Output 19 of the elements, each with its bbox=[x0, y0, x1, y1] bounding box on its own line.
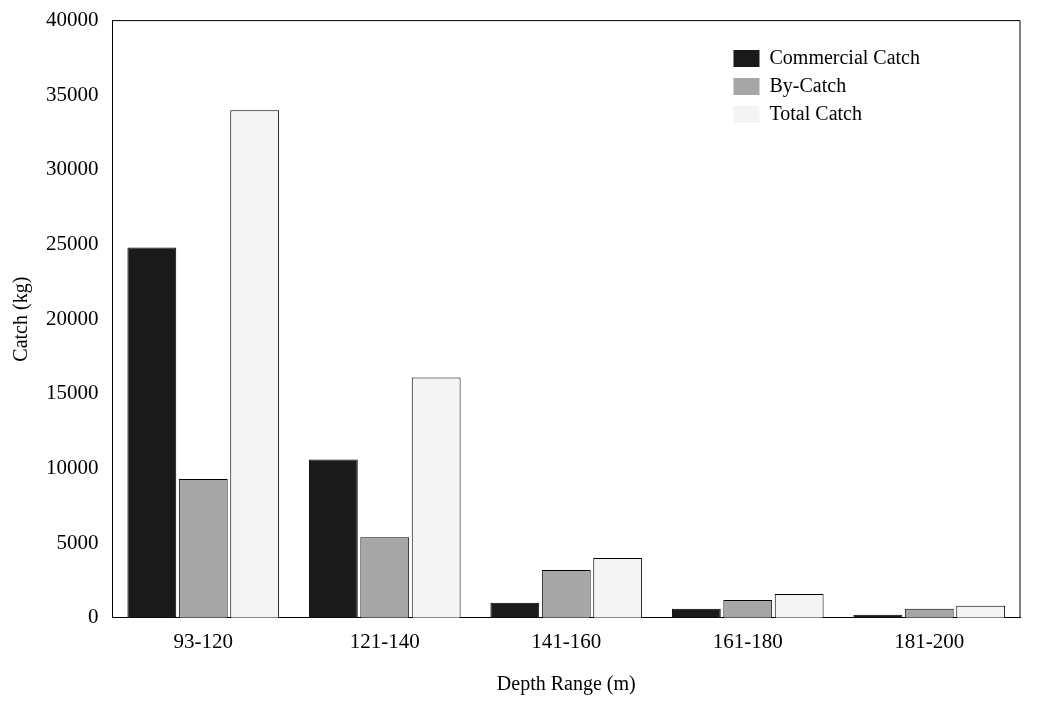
y-tick-label: 5000 bbox=[56, 529, 99, 554]
y-tick-label: 20000 bbox=[46, 305, 99, 330]
legend-label: Total Catch bbox=[769, 101, 862, 124]
y-tick-label: 15000 bbox=[46, 380, 99, 405]
y-tick-label: 30000 bbox=[46, 156, 99, 181]
legend-label: Commercial Catch bbox=[769, 45, 921, 68]
x-tick-label: 93-120 bbox=[173, 628, 233, 653]
x-tick-label: 121-140 bbox=[349, 628, 420, 653]
y-tick-label: 10000 bbox=[46, 455, 99, 480]
x-tick-label: 161-180 bbox=[712, 628, 783, 653]
y-axis-title: Catch (kg) bbox=[9, 276, 33, 362]
y-tick-label: 25000 bbox=[46, 231, 99, 256]
y-tick-label: 40000 bbox=[46, 7, 99, 32]
y-tick-label: 35000 bbox=[46, 81, 99, 106]
x-tick-label: 181-200 bbox=[894, 628, 965, 653]
x-axis-title: Depth Range (m) bbox=[496, 672, 636, 696]
legend-label: By-Catch bbox=[769, 73, 847, 97]
x-tick-label: 141-160 bbox=[531, 628, 602, 653]
y-tick-label: 0 bbox=[88, 604, 99, 629]
